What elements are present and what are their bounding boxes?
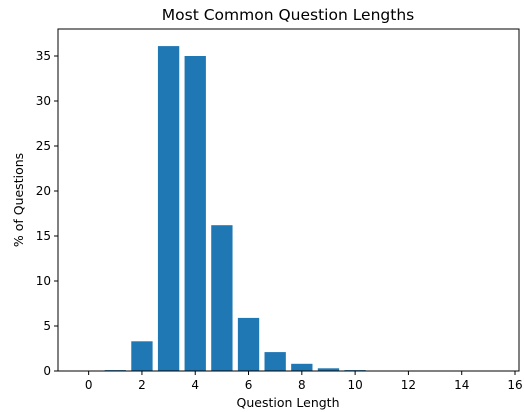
y-tick-label: 30 bbox=[36, 94, 51, 108]
y-tick-label: 15 bbox=[36, 229, 51, 243]
x-tick-label: 6 bbox=[245, 378, 253, 392]
y-axis-ticks: 0 5 10 15 20 25 30 35 bbox=[36, 49, 58, 378]
bar-2 bbox=[131, 341, 153, 371]
bar-6 bbox=[237, 317, 260, 371]
x-tick-label: 4 bbox=[191, 378, 199, 392]
chart-title: Most Common Question Lengths bbox=[162, 6, 414, 24]
bar-3 bbox=[157, 46, 180, 371]
x-tick-label: 0 bbox=[85, 378, 93, 392]
x-axis-label: Question Length bbox=[237, 395, 340, 410]
bar-5 bbox=[211, 225, 233, 371]
y-tick-label: 20 bbox=[36, 184, 51, 198]
x-tick-label: 14 bbox=[454, 378, 469, 392]
y-axis-label: % of Questions bbox=[11, 153, 26, 247]
bar-9 bbox=[317, 368, 340, 371]
y-tick-label: 10 bbox=[36, 274, 51, 288]
y-tick-label: 5 bbox=[43, 319, 51, 333]
x-tick-label: 2 bbox=[138, 378, 146, 392]
x-tick-label: 16 bbox=[507, 378, 522, 392]
x-axis-ticks: 0 2 4 6 8 10 12 14 16 bbox=[85, 371, 523, 392]
x-tick-label: 8 bbox=[298, 378, 306, 392]
y-tick-label: 25 bbox=[36, 139, 51, 153]
x-tick-label: 12 bbox=[401, 378, 416, 392]
plot-frame bbox=[57, 28, 520, 372]
bars-group bbox=[104, 46, 500, 371]
y-tick-label: 0 bbox=[43, 364, 51, 378]
x-tick-label: 10 bbox=[347, 378, 362, 392]
bar-8 bbox=[291, 363, 313, 371]
y-tick-label: 35 bbox=[36, 49, 51, 63]
bar-4 bbox=[184, 56, 206, 371]
bar-7 bbox=[264, 352, 286, 371]
